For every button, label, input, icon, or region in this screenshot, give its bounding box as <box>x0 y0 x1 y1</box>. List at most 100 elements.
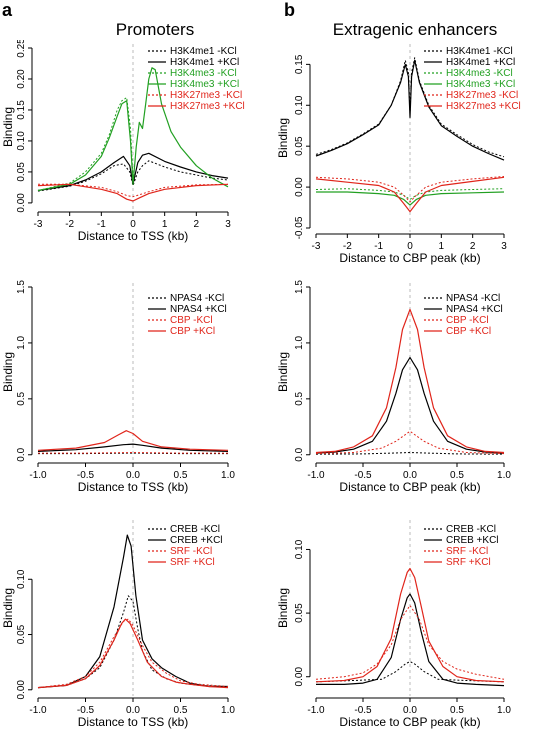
legend-label: CREB -KCl <box>446 524 496 535</box>
series-line-srf-kcl <box>315 567 505 683</box>
legend-label: H3K4me1 -KCl <box>170 46 237 57</box>
y-tick-label: 0.05 <box>294 136 305 156</box>
panel-b-label: b <box>284 0 295 20</box>
x-tick-label: 0 <box>130 219 136 230</box>
x-tick-label: -1.0 <box>29 705 47 716</box>
series-line-h3k4me1-kcl <box>315 59 505 161</box>
legend-label: H3K27me3 +KCl <box>170 101 245 112</box>
series-line-h3k4me3-kcl <box>37 97 134 191</box>
series-line-npas4-kcl <box>315 452 505 455</box>
y-axis-label: Binding <box>1 352 15 392</box>
legend-label: CREB -KCl <box>170 524 220 535</box>
x-tick-label: -1 <box>374 241 383 252</box>
chart-enhancers-creb-srf: 0.00 0.05 0.10 -1.0 -0.5 0.0 0.5 1.0 Distance to… <box>276 520 511 729</box>
legend-label: CBP +KCl <box>446 326 491 337</box>
x-tick-label: -3 <box>34 219 43 230</box>
legend-label: SRF -KCl <box>446 546 488 557</box>
x-axis-label: Distance to TSS (kb) <box>78 229 188 243</box>
series-line-h3k27me3-kcl <box>315 176 505 203</box>
x-tick-label: 2 <box>194 219 200 230</box>
chart-promoters-creb-srf: 0.00 0.05 0.10 -1.0 -0.5 0.0 0.5 1.0 Distance to… <box>1 520 235 729</box>
x-tick-label: -0.5 <box>354 470 372 481</box>
legend-label: H3K4me3 +KCl <box>170 79 239 90</box>
y-tick-label: 0.0 <box>294 447 305 461</box>
series-line-creb-kcl <box>316 593 505 687</box>
y-axis-label: Binding <box>276 588 290 628</box>
legend-label: H3K27me3 -KCl <box>446 90 518 101</box>
x-axis-label: Distance to TSS (kb) <box>78 480 188 494</box>
y-tick-label: 0.05 <box>16 162 27 182</box>
x-tick-label: -2 <box>343 241 352 252</box>
x-tick-label: 1.0 <box>221 470 235 481</box>
series-line-h3k27me3-kcl <box>37 183 229 202</box>
x-tick-label: 3 <box>501 241 507 252</box>
x-tick-label: 0.0 <box>403 705 417 716</box>
y-tick-label: 0.00 <box>16 680 27 700</box>
series-line-h3k4me3-kcl <box>316 191 505 206</box>
legend-label: SRF +KCl <box>170 557 215 568</box>
series-line-h3k27me3-kcl <box>315 176 505 213</box>
y-tick-label: 0.05 <box>294 603 305 623</box>
y-tick-label: 0.10 <box>16 569 27 589</box>
y-tick-label: 0.00 <box>294 177 305 197</box>
y-tick-label: 1.5 <box>294 280 305 294</box>
y-tick-label: 0.00 <box>294 667 305 687</box>
promoters-column-title: Promoters <box>115 20 195 39</box>
series-line-srf-kcl <box>315 605 505 680</box>
series-line-h3k4me3-kcl <box>37 67 229 192</box>
y-tick-label: 0.05 <box>16 624 27 644</box>
legend-label: NPAS4 +KCl <box>446 304 503 315</box>
legend-label: H3K4me1 -KCl <box>446 46 513 57</box>
y-tick-label: 0.15 <box>294 54 305 74</box>
x-tick-label: -3 <box>312 241 321 252</box>
y-tick-label: 0.5 <box>294 391 305 405</box>
x-tick-label: 0.5 <box>450 470 464 481</box>
chart-enhancers-npas4-cbp: 0.0 0.5 1.0 1.5 -1.0 -0.5 0.0 0.5 1.0 Distance to… <box>276 280 511 494</box>
legend-label: CBP -KCl <box>446 315 489 326</box>
x-tick-label: 1 <box>439 241 445 252</box>
x-tick-label: 1 <box>162 219 168 230</box>
legend-label: H3K27me3 -KCl <box>170 90 242 101</box>
series-line-npas4-kcl <box>315 356 505 454</box>
y-tick-label: -0.05 <box>294 216 305 239</box>
series-line-h3k4me3-kcl <box>315 188 505 200</box>
legend-label: H3K4me3 -KCl <box>446 68 513 79</box>
x-tick-label: 0.5 <box>174 705 188 716</box>
series-line-h3k4me1-kcl <box>37 152 229 192</box>
x-axis-label: Distance to CBP peak (kb) <box>339 715 480 729</box>
legend-label: NPAS4 -KCl <box>170 293 224 304</box>
legend-label: NPAS4 +KCl <box>170 304 227 315</box>
y-tick-label: 0.0 <box>16 447 27 461</box>
legend-label: H3K4me3 +KCl <box>446 79 515 90</box>
y-tick-label: 0.10 <box>294 539 305 559</box>
x-tick-label: 1.0 <box>497 705 511 716</box>
x-tick-label: 3 <box>225 219 231 230</box>
y-axis-label: Binding <box>276 118 290 158</box>
x-tick-label: -1.0 <box>29 470 47 481</box>
y-tick-label: 1.0 <box>16 336 27 350</box>
y-axis-label: Binding <box>276 352 290 392</box>
x-tick-label: 0 <box>407 241 413 252</box>
series-line-h3k27me3-kcl <box>38 183 229 198</box>
legend-label: H3K27me3 +KCl <box>446 101 521 112</box>
y-tick-label: 0.00 <box>16 193 27 213</box>
x-tick-label: -1.0 <box>307 705 325 716</box>
series-line-creb-kcl <box>315 661 505 683</box>
x-tick-label: -0.5 <box>77 705 95 716</box>
y-tick-label: 0.10 <box>294 95 305 115</box>
x-tick-label: -0.5 <box>77 470 95 481</box>
x-tick-label: -1.0 <box>307 470 325 481</box>
chart-promoters-histone: 0.00 0.05 0.10 0.15 0.20 0.25 -3 -2 -1 0 1 2 3 Distan… <box>1 40 245 243</box>
enhancers-column-title: Extragenic enhancers <box>332 20 498 39</box>
x-tick-label: -2 <box>65 219 74 230</box>
y-tick-label: 0.25 <box>16 40 27 58</box>
x-tick-label: 0.5 <box>450 705 464 716</box>
legend-label: CBP +KCl <box>170 326 215 337</box>
x-tick-label: 1.0 <box>497 470 511 481</box>
y-axis-label: Binding <box>1 588 15 628</box>
y-tick-label: 0.20 <box>16 69 27 89</box>
y-tick-label: 0.5 <box>16 391 27 405</box>
legend-label: H3K4me3 -KCl <box>170 68 237 79</box>
x-tick-label: 0.0 <box>126 705 140 716</box>
